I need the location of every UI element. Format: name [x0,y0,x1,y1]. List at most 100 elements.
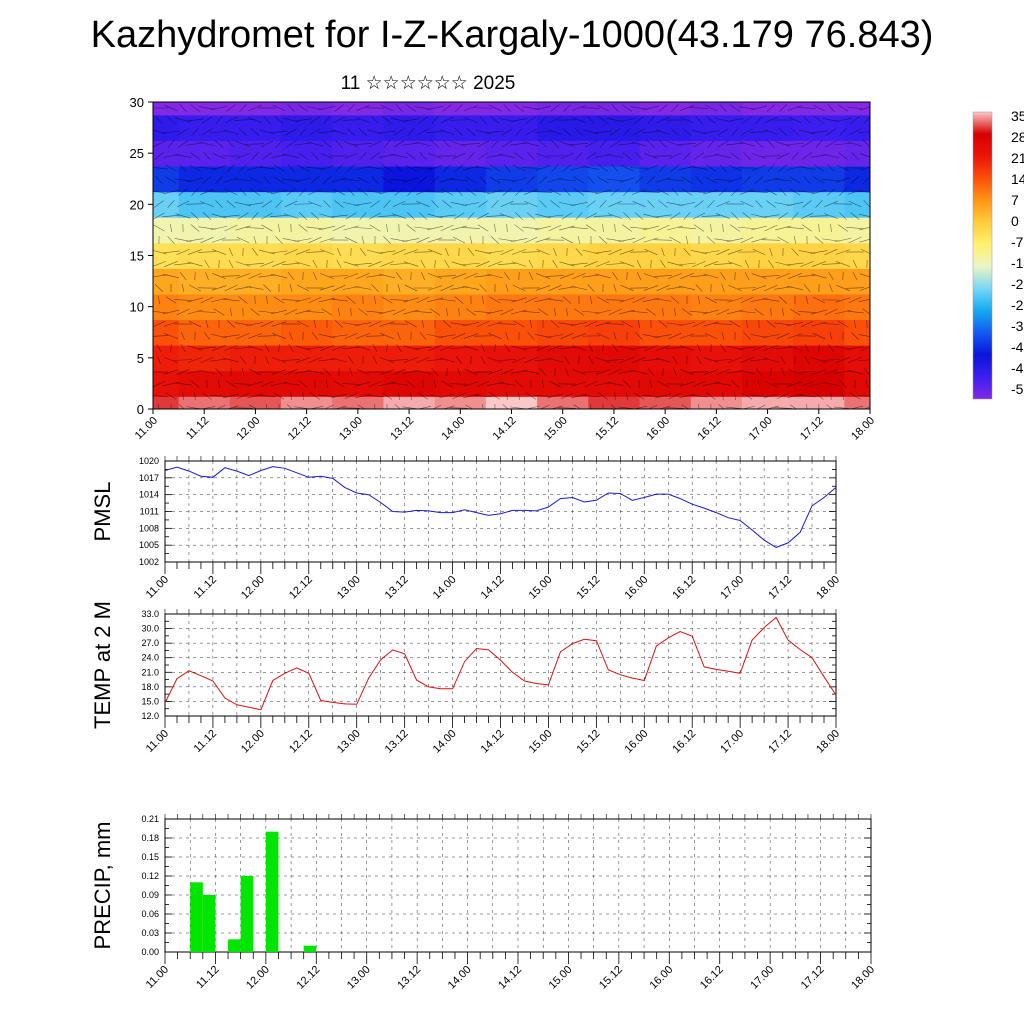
wind-barb [512,164,526,172]
wind-barb [308,356,322,364]
wind-barb [177,128,189,136]
wind-barb [236,236,250,244]
colorbar-label: 21 [1011,150,1024,166]
wind-barb [679,333,695,339]
wind-barb [755,368,763,376]
wind-barb [275,200,283,208]
wind-barb [649,379,653,389]
wind-barb [438,214,456,218]
wind-barb [296,284,310,292]
wind-barb [190,152,200,160]
wind-barb [167,200,175,208]
wind-barb [392,248,406,256]
wind-barb [839,380,847,388]
wind-barb [299,128,307,136]
wind-barb [395,272,403,280]
wind-barb [549,380,561,388]
wind-barb [186,118,204,122]
wind-barb [801,152,813,160]
wind-barb [270,130,288,134]
wind-barb [798,394,816,398]
wind-barb [153,224,165,232]
wind-barb [810,215,828,217]
wind-barb [815,200,823,208]
wind-barb [714,382,732,386]
wind-barb [716,368,730,376]
wind-barb [575,248,583,256]
wind-barb [762,155,780,157]
wind-barb [440,224,454,232]
wind-barb [742,116,752,124]
wind-barb [224,284,238,292]
wind-barb [249,176,261,184]
colorbar-label: 14 [1011,171,1024,187]
wind-barb [414,251,432,253]
heatmap-cell [485,114,538,141]
x-tick-label: 12.12 [286,415,314,443]
wind-barb [490,392,500,400]
wind-barb [324,404,334,409]
wind-barb [467,212,475,220]
wind-barb [378,130,396,134]
wind-barb [450,383,468,385]
heatmap-cell [229,242,282,269]
wind-barb [393,128,405,136]
wind-barb [583,129,599,135]
wind-barb [342,347,360,349]
wind-barb [153,129,167,135]
heatmap-cell [588,165,641,193]
wind-barb [354,202,372,206]
wind-barb [439,393,455,399]
wind-barb [442,405,455,409]
heatmap-cell [281,140,333,167]
wind-barb [786,321,804,327]
wind-barb [330,275,348,277]
wind-barb [573,404,582,409]
wind-barb [504,343,510,353]
wind-barb [512,284,526,292]
wind-barb [416,189,430,195]
wind-barb [462,286,480,290]
wind-barb [623,188,631,196]
wind-barb [467,248,475,256]
wind-barb [371,284,379,292]
wind-barb [661,247,665,257]
wind-barb [587,116,595,124]
wind-barb [860,153,870,158]
wind-barb [727,249,743,255]
x-tick-label: 14.12 [479,728,507,756]
wind-barb [743,332,751,340]
wind-barb [848,200,862,208]
heatmap-cell [153,102,180,116]
wind-barb [666,286,684,290]
wind-barb [200,236,214,244]
wind-barb [505,331,509,341]
wind-barb [356,105,370,111]
wind-barb [175,213,191,219]
wind-barb [690,311,708,313]
wind-barb [462,227,480,229]
wind-barb [539,116,547,124]
wind-barb [463,333,479,339]
y-tick-label: 25 [130,146,144,161]
wind-barb [261,224,273,232]
wind-barb [630,369,648,375]
heatmap-cell [690,140,743,167]
wind-barb [618,118,636,122]
wind-barb [529,319,533,329]
wind-barb [657,188,669,196]
wind-barb [850,116,860,124]
y-tick-label: 30.0 [141,624,159,634]
heatmap-cell [332,268,385,295]
wind-barb [462,322,480,326]
heatmap-cell [281,396,333,409]
wind-barb [787,105,803,111]
wind-barb [719,164,727,172]
wind-barb [731,380,739,388]
wind-barb [426,225,444,231]
wind-barb [536,248,550,256]
wind-barb [659,140,667,148]
wind-barb [366,190,384,194]
wind-barb [754,140,764,148]
wind-barb [550,104,560,112]
